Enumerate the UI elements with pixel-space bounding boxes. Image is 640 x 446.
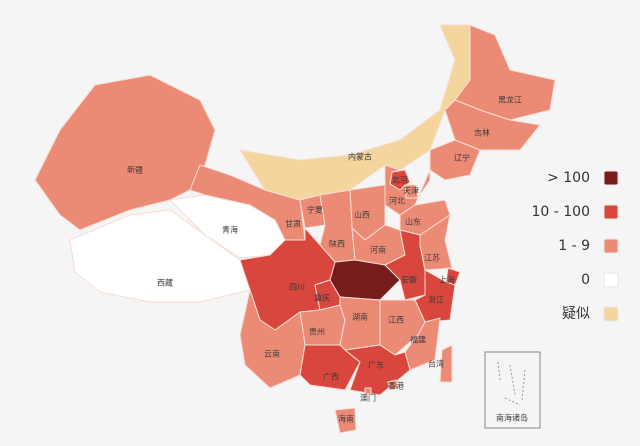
legend-label: 0 <box>581 272 590 288</box>
region-label: 上海 <box>439 275 455 285</box>
region-label: 广东 <box>368 360 384 370</box>
legend-swatch <box>603 170 619 186</box>
region-label: 福建 <box>410 335 426 345</box>
region-label: 辽宁 <box>454 153 470 163</box>
region <box>439 344 453 383</box>
region-label: 安徽 <box>401 275 417 285</box>
map <box>34 24 556 434</box>
region-label: 青海 <box>222 225 238 235</box>
region-label: 海南 <box>338 414 354 424</box>
legend-label: 疑似 <box>562 306 590 322</box>
region-label: 北京 <box>392 175 408 185</box>
region-label: 河南 <box>370 245 386 255</box>
region-label: 四川 <box>289 283 305 292</box>
region-label: 甘肃 <box>285 219 301 229</box>
region <box>299 304 346 346</box>
region <box>444 99 541 151</box>
region-label: 陕西 <box>329 239 345 249</box>
region-label: 澳门 <box>360 393 376 403</box>
region-label: 香港 <box>388 381 404 391</box>
inset-frame <box>484 351 541 429</box>
region-label: 黑龙江 <box>498 95 522 105</box>
region-label: 江西 <box>388 316 404 325</box>
legend-label: 1 - 9 <box>558 238 590 254</box>
region-label: 西藏 <box>157 278 173 288</box>
region <box>364 387 372 395</box>
region-label: 新疆 <box>127 165 143 175</box>
region <box>34 74 216 231</box>
legend-label: > 100 <box>547 170 590 186</box>
region-label: 湖南 <box>352 312 368 322</box>
region-label: 台湾 <box>428 359 444 369</box>
region-label: 贵州 <box>309 327 325 337</box>
region-label: 江苏 <box>424 253 440 263</box>
region-label: 河北 <box>389 196 405 206</box>
inset-label: 南海诸岛 <box>496 413 528 423</box>
region <box>339 296 381 351</box>
region-label: 宁夏 <box>307 205 323 215</box>
legend-swatch <box>603 272 619 288</box>
region-label: 山东 <box>405 217 421 227</box>
legend-label: 10 - 100 <box>532 204 591 220</box>
legend-swatch <box>603 238 619 254</box>
region-label: 广西 <box>323 372 339 382</box>
region-label: 浙江 <box>428 295 444 305</box>
legend-swatch <box>603 306 619 322</box>
region <box>419 214 453 271</box>
legend: > 100 10 - 100 1 - 9 0 疑似 <box>532 170 619 322</box>
inset-islands <box>497 361 526 406</box>
region <box>299 344 361 391</box>
legend-swatch <box>603 204 619 220</box>
region-label: 山西 <box>354 210 370 220</box>
region-label: 内蒙古 <box>348 152 372 162</box>
region-label: 吉林 <box>474 128 490 138</box>
region <box>387 379 399 391</box>
region-label: 云南 <box>264 349 280 359</box>
region-label: 重庆 <box>314 293 330 303</box>
region <box>454 24 556 121</box>
region-label: 天津 <box>403 186 419 196</box>
region <box>334 407 357 434</box>
